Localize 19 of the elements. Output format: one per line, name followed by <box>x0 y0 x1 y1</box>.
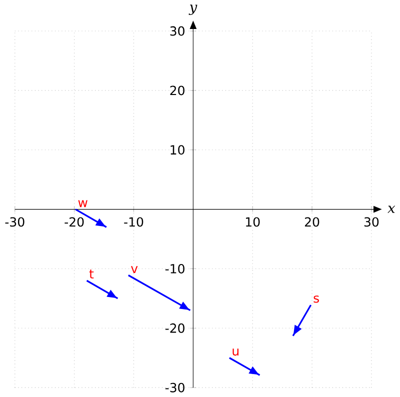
x-tick-label: -10 <box>124 217 144 227</box>
y-tick-label: 30 <box>170 26 184 36</box>
series-label: u <box>232 348 238 356</box>
series-label: v <box>130 266 138 274</box>
y-tick-label: -30 <box>165 382 184 392</box>
x-tick-label: 10 <box>246 217 260 227</box>
y-tick-label: -10 <box>165 264 184 274</box>
x-tick-label: 30 <box>364 217 379 227</box>
y-tick-label: 20 <box>170 86 184 96</box>
y-tick-label: 10 <box>170 145 184 155</box>
series-label: t <box>89 270 94 278</box>
x-tick-label: 20 <box>304 217 320 227</box>
y-tick-label: -20 <box>165 323 184 333</box>
x-axis-title: x <box>388 206 396 213</box>
x-tick-label: -30 <box>5 217 24 227</box>
series-label: s <box>314 296 319 303</box>
series-label: w <box>78 200 88 208</box>
y-axis-title: y <box>188 4 198 15</box>
x-tick-label: -20 <box>64 217 84 227</box>
